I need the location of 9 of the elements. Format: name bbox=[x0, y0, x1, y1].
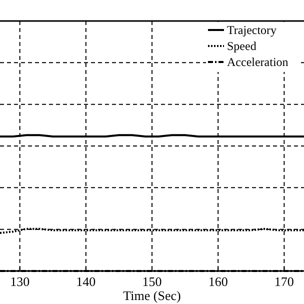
x-tick-label: 160 bbox=[208, 274, 228, 289]
x-tick-label: 140 bbox=[76, 274, 96, 289]
legend-label: Trajectory bbox=[227, 23, 277, 37]
x-tick-label: 170 bbox=[274, 274, 294, 289]
x-tick-label: 130 bbox=[10, 274, 30, 289]
x-tick-label: 150 bbox=[142, 274, 162, 289]
x-axis-title: Time (Sec) bbox=[123, 288, 181, 303]
legend-label: Speed bbox=[227, 39, 256, 53]
legend-label: Acceleration bbox=[227, 55, 288, 69]
